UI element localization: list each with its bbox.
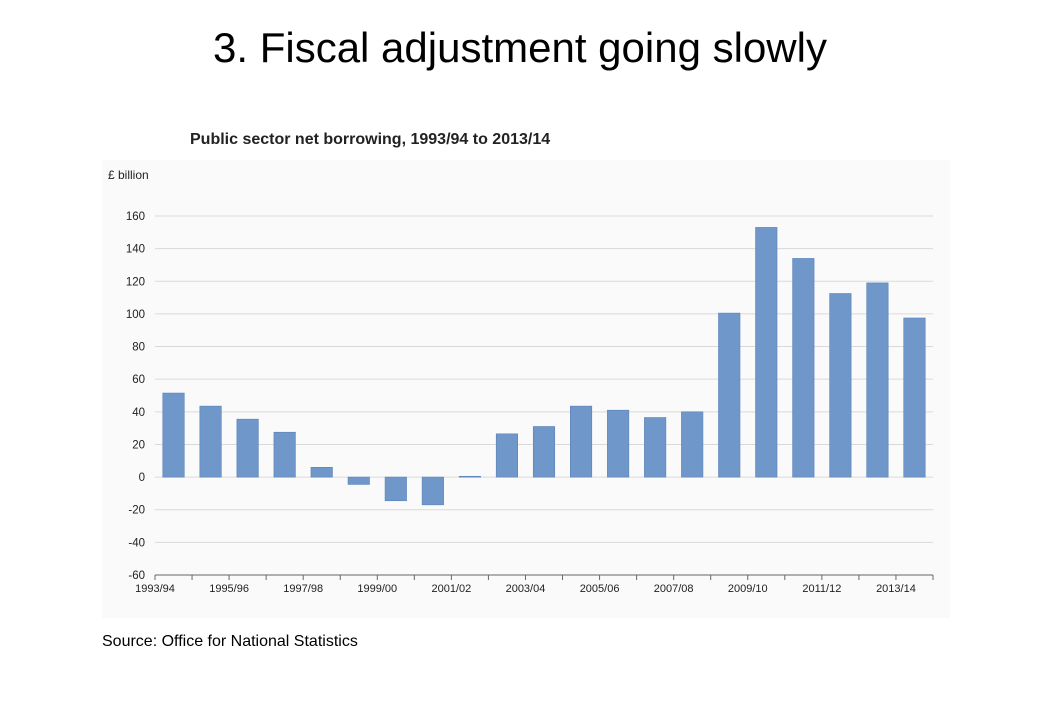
x-tick-label: 2001/02 [431, 583, 471, 595]
gridlines [155, 215, 933, 576]
bar [421, 476, 444, 506]
y-tick-label: 80 [132, 342, 145, 354]
x-tick-label: 2009/10 [728, 583, 768, 595]
bar [644, 417, 667, 478]
x-tick-label: 2003/04 [506, 583, 546, 595]
slide-title: 3. Fiscal adjustment going slowly [213, 24, 827, 71]
bar [681, 411, 704, 478]
x-tick-label: 1993/94 [135, 583, 175, 595]
y-tick-labels: -60 -40 -20 0 20 40 60 80 100 120 140 160 [126, 211, 145, 582]
y-tick-label: 100 [126, 309, 145, 321]
x-tick-label: 1997/98 [283, 583, 323, 595]
bar [273, 431, 296, 478]
y-tick-label: 120 [126, 276, 145, 288]
y-tick-label: -20 [128, 505, 145, 517]
bar [866, 282, 889, 478]
y-tick-label: 20 [132, 439, 145, 451]
bar [829, 293, 852, 478]
y-tick-label: -40 [128, 537, 145, 549]
bar [458, 475, 481, 478]
bar [495, 433, 518, 478]
x-axis: 1993/94 1995/96 1997/98 1999/00 2001/02 2003/… [135, 574, 934, 595]
bar [347, 476, 370, 485]
bar [199, 405, 222, 478]
bar [903, 317, 926, 478]
x-tick-label: 2007/08 [654, 583, 694, 595]
bar [718, 312, 741, 478]
bar [570, 405, 593, 478]
y-tick-label: 160 [126, 211, 145, 223]
bar [162, 392, 185, 478]
bars [162, 227, 926, 506]
bar [755, 227, 778, 478]
bar [384, 476, 407, 502]
y-axis-unit-label: £ billion [108, 168, 149, 182]
y-tick-label: 60 [132, 374, 145, 386]
bar [236, 418, 259, 478]
bar [792, 258, 815, 478]
x-tick-label: 1999/00 [357, 583, 397, 595]
x-tick-label: 2011/12 [802, 583, 841, 595]
chart-title: Public sector net borrowing, 1993/94 to … [190, 131, 551, 148]
x-tick-label: 2013/14 [876, 583, 916, 595]
x-tick-label: 2005/06 [580, 583, 620, 595]
source-note: Source: Office for National Statistics [102, 633, 358, 650]
bar [532, 426, 556, 478]
y-tick-label: 40 [132, 407, 145, 419]
y-tick-label: 0 [139, 472, 145, 484]
x-tick-label: 1995/96 [209, 583, 249, 595]
y-tick-label: 140 [126, 244, 145, 256]
y-tick-label: -60 [128, 570, 145, 582]
bar [607, 409, 630, 478]
bar [310, 466, 333, 478]
